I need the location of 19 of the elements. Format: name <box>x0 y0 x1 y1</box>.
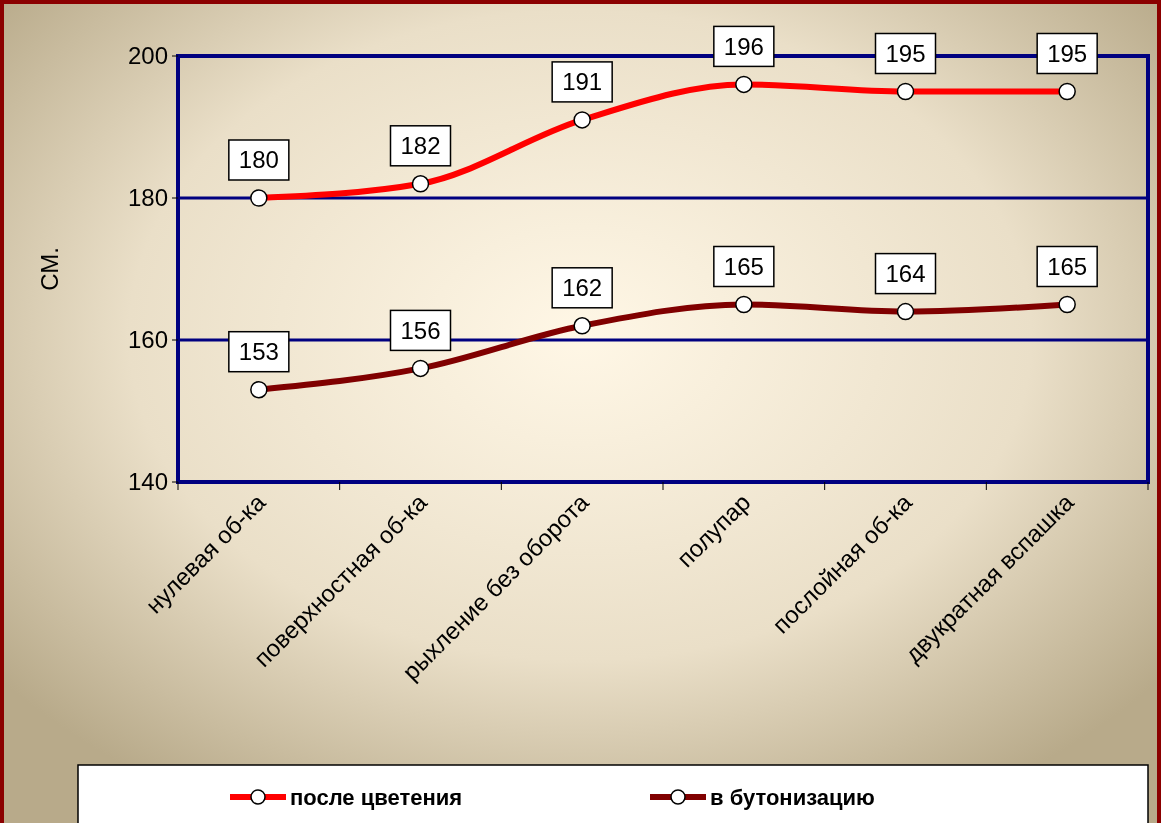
data-label: 182 <box>400 132 441 160</box>
data-label: 165 <box>723 252 764 280</box>
data-label: 156 <box>400 316 441 344</box>
data-label: 195 <box>885 39 926 67</box>
legend-label: в бутонизацию <box>710 784 875 810</box>
y-tick-label: 200 <box>127 42 168 70</box>
data-label: 195 <box>1047 39 1088 67</box>
y-tick-label: 180 <box>127 184 168 212</box>
data-label: 153 <box>238 338 279 366</box>
data-label: 191 <box>562 68 603 96</box>
legend-label: после цветения <box>290 784 463 810</box>
data-label: 180 <box>238 146 279 174</box>
data-label: 164 <box>885 260 926 287</box>
data-label: 196 <box>723 32 764 60</box>
y-axis-title: СМ. <box>36 247 63 291</box>
y-tick-label: 160 <box>127 326 168 354</box>
data-label: 162 <box>562 274 603 302</box>
y-tick-label: 140 <box>127 468 168 496</box>
data-label: 165 <box>1047 252 1088 280</box>
